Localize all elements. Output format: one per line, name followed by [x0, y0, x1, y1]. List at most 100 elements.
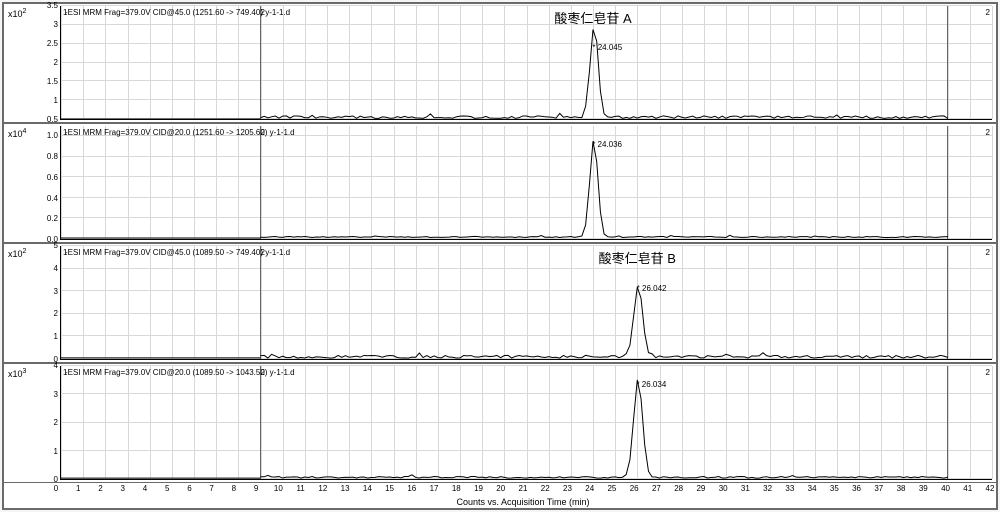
x-tick-label: 3	[120, 484, 124, 493]
chromatogram-panel: x10301234-ESI MRM Frag=379.0V CID@20.0 (…	[4, 364, 996, 482]
x-tick-label: 20	[496, 484, 505, 493]
y-tick-label: 1	[54, 448, 58, 456]
y-tick-label: 0.6	[47, 174, 58, 182]
x-tick-label: 5	[165, 484, 169, 493]
y-tick-label: 0.4	[47, 195, 58, 203]
x-tick-label: 1	[76, 484, 80, 493]
y-tick-label: 2	[54, 419, 58, 427]
y-tick-label: 0.8	[47, 153, 58, 161]
x-tick-label: 6	[187, 484, 191, 493]
plot-area: -ESI MRM Frag=379.0V CID@45.0 (1251.60 -…	[60, 6, 992, 120]
y-tick-label: 4	[54, 265, 58, 273]
y-axis: 01234	[38, 366, 60, 480]
x-tick-label: 12	[318, 484, 327, 493]
x-tick-label: 35	[830, 484, 839, 493]
x-tick-label: 0	[54, 484, 58, 493]
peak-rt-label: * 24.045	[592, 43, 622, 52]
peak-annotation: 酸枣仁皂苷 A	[554, 8, 631, 27]
trace-line	[61, 126, 992, 239]
y-exponent-label: x102	[8, 6, 38, 120]
y-axis: 0.00.20.40.60.81.0	[38, 126, 60, 240]
y-tick-label: 0.5	[47, 116, 58, 124]
x-tick-label: 30	[719, 484, 728, 493]
y-tick-label: 4	[54, 362, 58, 370]
region-marker: 2	[986, 368, 990, 377]
y-tick-label: 1.5	[47, 78, 58, 86]
y-tick-label: 5	[54, 242, 58, 250]
x-tick-label: 11	[296, 484, 304, 493]
x-tick-label: 36	[852, 484, 861, 493]
y-axis: 012345	[38, 246, 60, 360]
x-tick-label: 14	[363, 484, 372, 493]
x-tick-label: 29	[696, 484, 705, 493]
y-tick-label: 2	[54, 310, 58, 318]
plot-area: -ESI MRM Frag=379.0V CID@45.0 (1089.50 -…	[60, 246, 992, 360]
x-tick-label: 39	[919, 484, 928, 493]
plot-area: -ESI MRM Frag=379.0V CID@20.0 (1089.50 -…	[60, 366, 992, 480]
y-tick-label: 3.5	[47, 2, 58, 10]
x-tick-label: 26	[630, 484, 639, 493]
x-tick-label: 32	[763, 484, 772, 493]
x-tick-label: 17	[430, 484, 439, 493]
chromatogram-panel: x102012345-ESI MRM Frag=379.0V CID@45.0 …	[4, 244, 996, 364]
trace-line	[61, 246, 992, 359]
x-tick-label: 37	[874, 484, 883, 493]
x-tick-label: 25	[607, 484, 616, 493]
y-tick-label: 2.5	[47, 40, 58, 48]
x-tick-label: 40	[941, 484, 950, 493]
panel-stack: x102 0.5 1 1.5 2 2.5 3 3.5 -ESI MRM Frag=379.0V …	[4, 4, 996, 482]
x-tick-label: 33	[785, 484, 794, 493]
x-tick-label: 4	[143, 484, 147, 493]
chromatogram-panel: x1040.00.20.40.60.81.0-ESI MRM Frag=379.…	[4, 124, 996, 244]
x-tick-label: 7	[209, 484, 213, 493]
x-tick-label: 28	[674, 484, 683, 493]
x-tick-label: 34	[808, 484, 817, 493]
y-tick-label: 1.0	[47, 132, 58, 140]
peak-rt-label: * 26.042	[637, 284, 667, 293]
panel-title: -ESI MRM Frag=379.0V CID@45.0 (1251.60 -…	[65, 8, 290, 17]
x-tick-label: 31	[741, 484, 750, 493]
x-tick-label: 23	[563, 484, 572, 493]
panel-title: -ESI MRM Frag=379.0V CID@45.0 (1089.50 -…	[65, 248, 290, 257]
x-tick-label: 38	[897, 484, 906, 493]
peak-rt-label: * 24.036	[592, 140, 622, 149]
x-tick-label: 16	[407, 484, 416, 493]
x-tick-label: 22	[541, 484, 550, 493]
plot-area: -ESI MRM Frag=379.0V CID@20.0 (1251.60 -…	[60, 126, 992, 240]
y-tick-label: 3	[54, 391, 58, 399]
y-exponent-label: x102	[8, 246, 38, 360]
x-tick-label: 19	[474, 484, 483, 493]
x-axis: Counts vs. Acquisition Time (min) 012345…	[4, 482, 996, 508]
y-tick-label: 3	[54, 288, 58, 296]
region-marker: 2	[986, 8, 990, 17]
x-tick-label: 15	[385, 484, 394, 493]
panel-title: -ESI MRM Frag=379.0V CID@20.0 (1251.60 -…	[65, 128, 295, 137]
peak-rt-label: * 26.034	[636, 380, 666, 389]
y-tick-label: 1	[54, 97, 58, 105]
trace-line	[61, 366, 992, 479]
y-exponent-label: x103	[8, 366, 38, 480]
region-marker: 2	[986, 248, 990, 257]
y-tick-label: 2	[54, 59, 58, 67]
x-tick-label: 24	[585, 484, 594, 493]
chromatogram-frame: x102 0.5 1 1.5 2 2.5 3 3.5 -ESI MRM Frag=379.0V …	[2, 2, 998, 510]
trace-line	[61, 6, 992, 119]
x-tick-label: 21	[519, 484, 528, 493]
peak-annotation: 酸枣仁皂苷 B	[599, 248, 676, 267]
x-tick-label: 8	[232, 484, 236, 493]
x-tick-label: 10	[274, 484, 283, 493]
x-tick-label: 27	[652, 484, 661, 493]
x-tick-label: 18	[452, 484, 461, 493]
x-tick-label: 2	[98, 484, 102, 493]
x-tick-label: 9	[254, 484, 258, 493]
y-tick-label: 1	[54, 333, 58, 341]
x-tick-label: 13	[341, 484, 350, 493]
y-tick-label: 3	[54, 21, 58, 29]
x-tick-label: 42	[986, 484, 995, 493]
y-tick-label: 0.2	[47, 215, 58, 223]
x-axis-title: Counts vs. Acquisition Time (min)	[456, 497, 589, 507]
chromatogram-panel: x102 0.5 1 1.5 2 2.5 3 3.5 -ESI MRM Frag=379.0V …	[4, 4, 996, 124]
y-axis: 0.511.522.533.5	[38, 6, 60, 120]
panel-title: -ESI MRM Frag=379.0V CID@20.0 (1089.50 -…	[65, 368, 295, 377]
y-exponent-label: x104	[8, 126, 38, 240]
